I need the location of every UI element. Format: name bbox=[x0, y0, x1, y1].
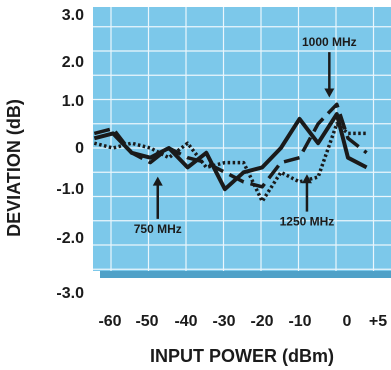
y-tick-label: 3.0 bbox=[62, 7, 84, 24]
x-tick-label: -60 bbox=[98, 313, 121, 330]
y-tick-label: -2.0 bbox=[56, 230, 84, 247]
annotation-label: 1000 MHz bbox=[302, 35, 357, 49]
y-axis-title: DEVIATION (dB) bbox=[4, 99, 24, 237]
series-line-750-mhz bbox=[93, 112, 368, 192]
annotation-arrow-head bbox=[301, 174, 312, 184]
x-tick-label: +5 bbox=[369, 313, 387, 330]
x-tick-label: -30 bbox=[212, 313, 235, 330]
x-tick-label: -50 bbox=[135, 313, 158, 330]
y-tick-labels: 3.0 2.0 1.0 0 -1.0 -2.0 -3.0 bbox=[56, 7, 84, 302]
annotation-arrow-head bbox=[324, 88, 335, 98]
annotation-arrow-head bbox=[152, 176, 163, 186]
annotation-layer: 1000 MHz 750 MHz 1250 MHz bbox=[134, 35, 357, 236]
y-tick-label: 1.0 bbox=[62, 93, 84, 110]
x-tick-label: -10 bbox=[288, 313, 311, 330]
series-layer bbox=[93, 102, 368, 204]
series-line-1250-mhz bbox=[93, 122, 367, 204]
grid bbox=[93, 7, 391, 271]
x-axis-title: INPUT POWER (dBm) bbox=[150, 346, 334, 366]
y-tick-label: 0 bbox=[75, 140, 84, 157]
series-line-1000-mhz bbox=[93, 102, 368, 189]
x-tick-label: -20 bbox=[250, 313, 273, 330]
x-tick-labels: -60 -50 -40 -30 -20 -10 0 +5 bbox=[98, 313, 387, 330]
y-tick-label: 2.0 bbox=[62, 54, 84, 71]
y-tick-label: -3.0 bbox=[56, 285, 84, 302]
annotation-label: 1250 MHz bbox=[280, 215, 335, 229]
x-tick-label: 0 bbox=[343, 313, 352, 330]
annotation-label: 750 MHz bbox=[134, 222, 182, 236]
x-tick-label: -40 bbox=[174, 313, 197, 330]
y-tick-label: -1.0 bbox=[56, 181, 84, 198]
